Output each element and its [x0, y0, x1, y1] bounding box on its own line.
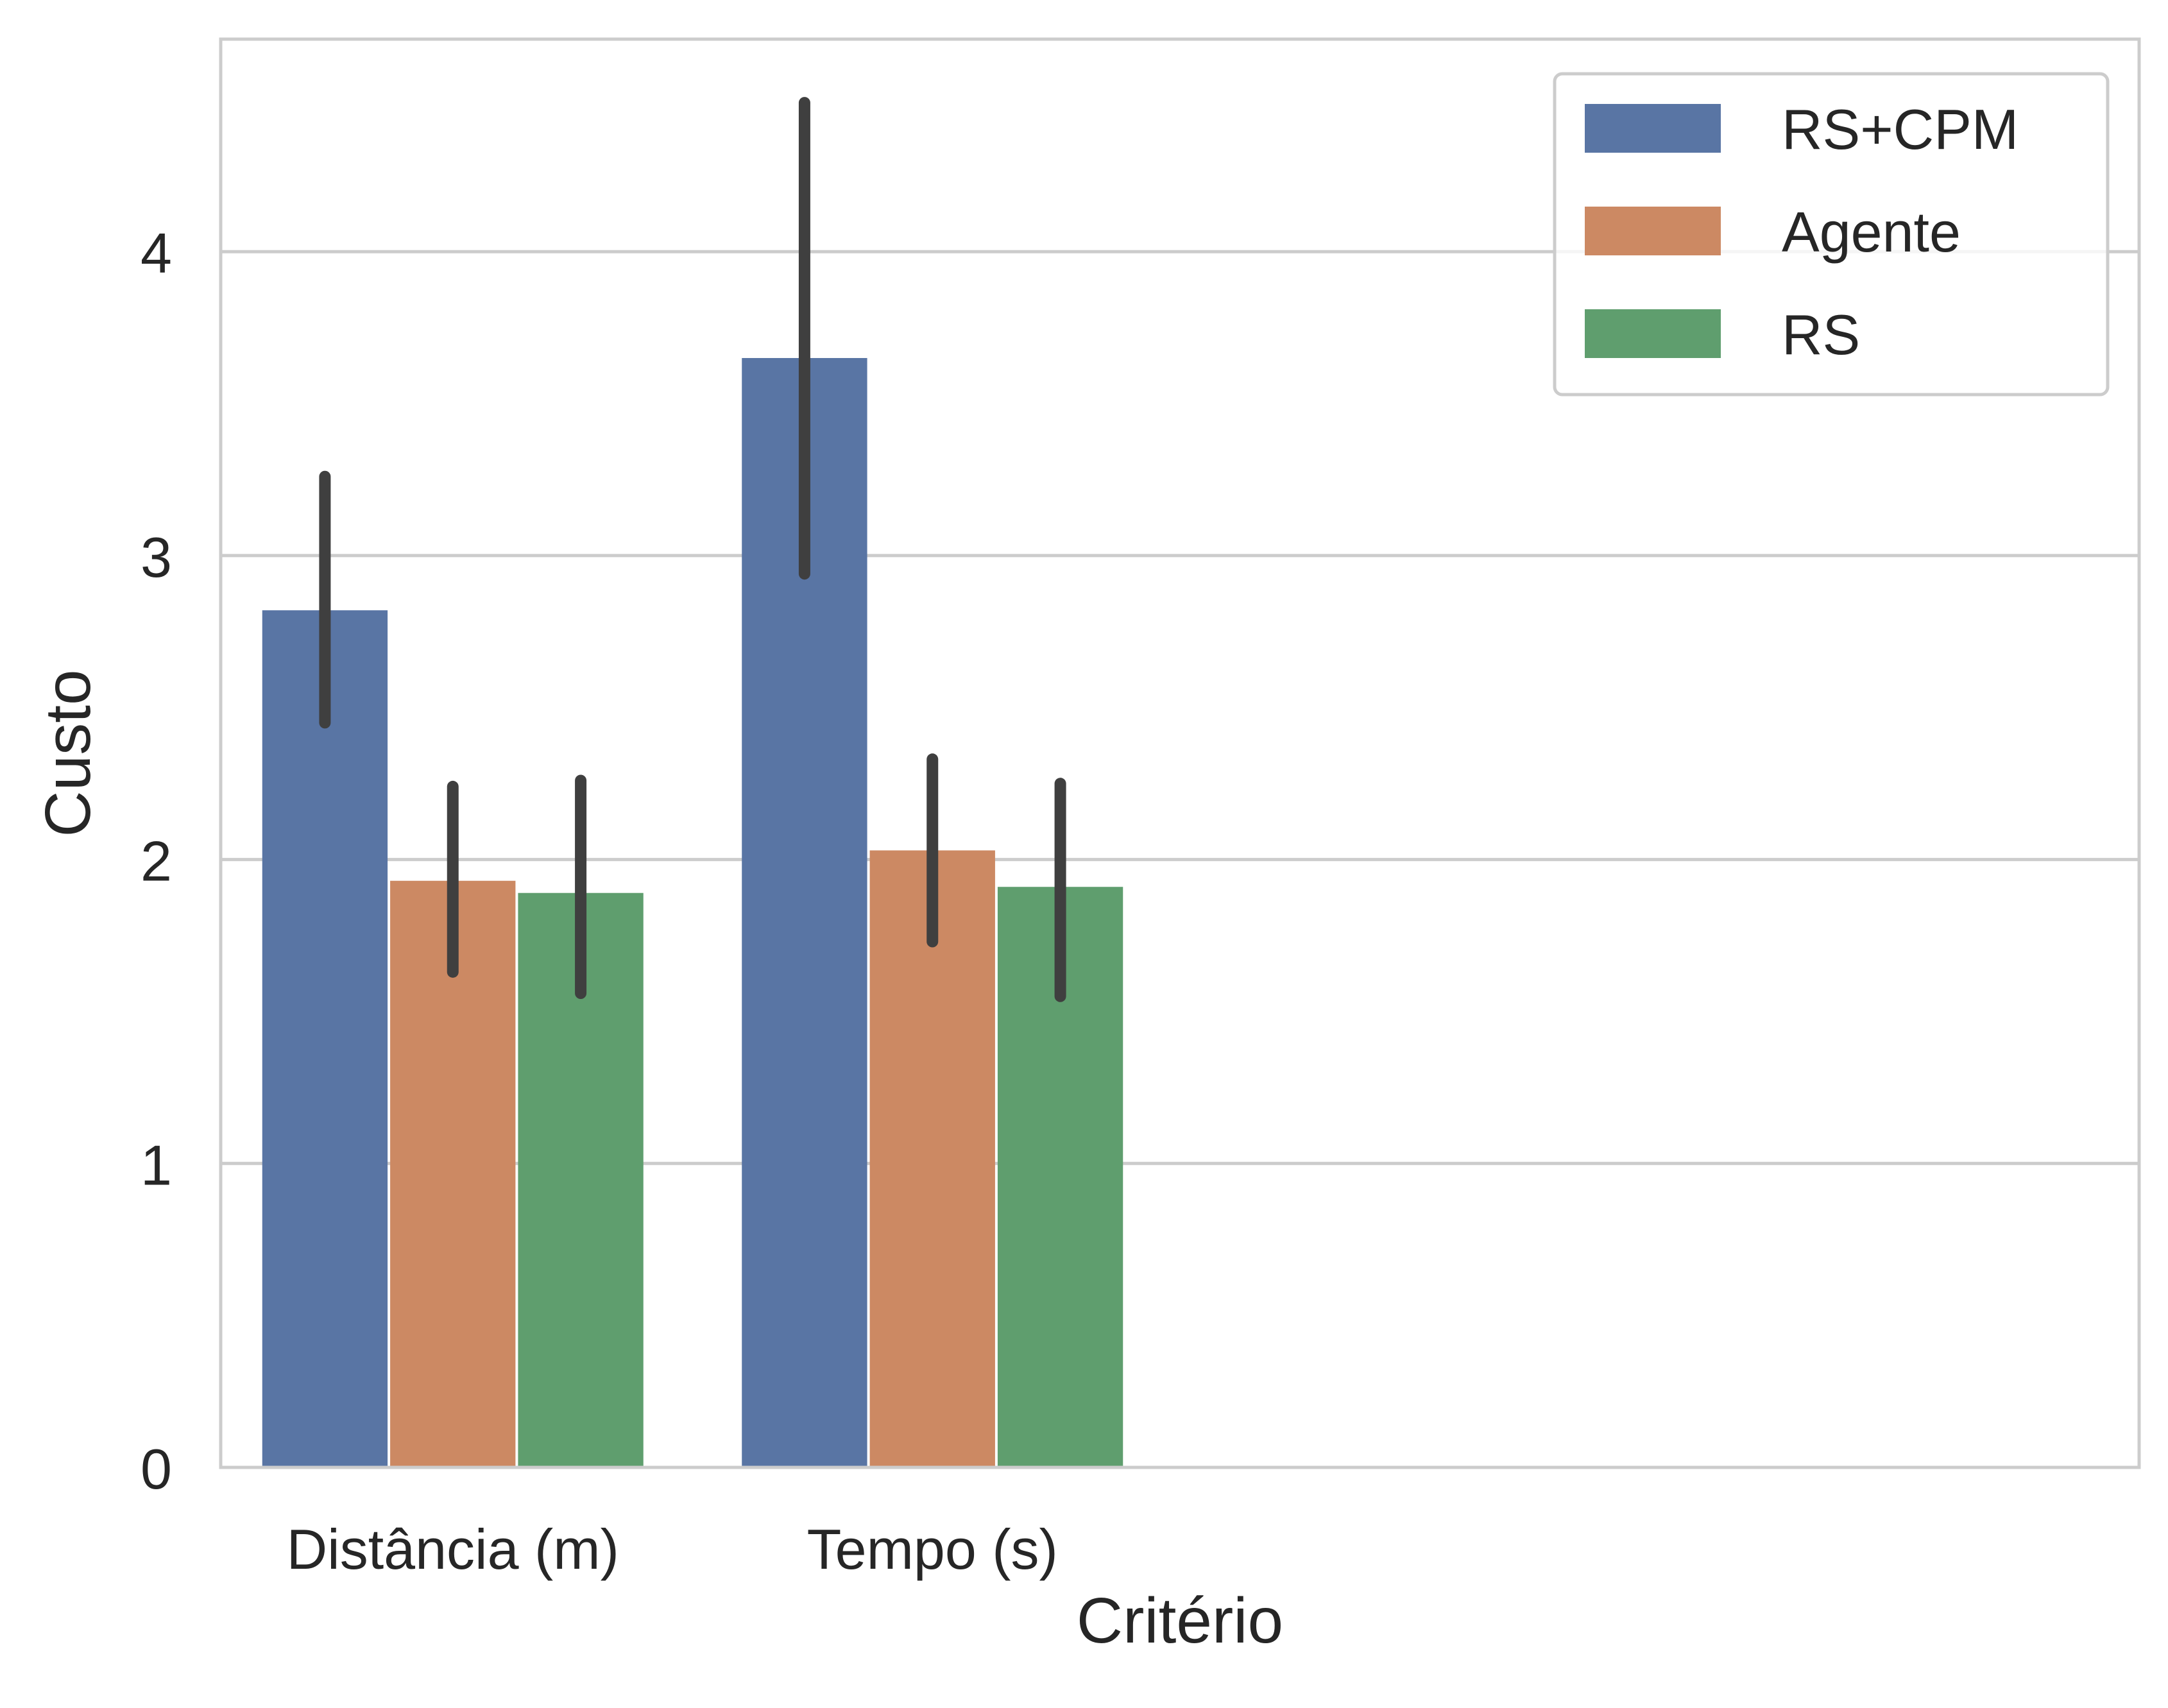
y-tick-label: 1 [141, 1133, 172, 1197]
y-tick-label: 2 [141, 830, 172, 893]
x-tick-labels: Distância (m) Tempo (s) [287, 1517, 1058, 1581]
legend-label: Agente [1782, 200, 1961, 264]
legend-swatch [1585, 104, 1721, 153]
legend-label: RS+CPM [1782, 98, 2019, 161]
x-tick-label: Tempo (s) [807, 1517, 1058, 1581]
x-axis-label: Critério [1077, 1585, 1283, 1657]
bars [262, 357, 1123, 1467]
y-axis-label: Custo [32, 669, 104, 837]
legend: RS+CPM Agente RS [1553, 72, 2110, 397]
bar [262, 610, 388, 1467]
x-tick-label: Distância (m) [287, 1517, 619, 1581]
error-bars [319, 97, 1066, 1002]
legend-label: RS [1782, 303, 1860, 366]
y-tick-labels: 0 1 2 3 4 [141, 221, 172, 1501]
bar [390, 880, 516, 1467]
y-tick-label: 4 [141, 221, 172, 285]
bar [869, 850, 995, 1467]
legend-swatch [1585, 207, 1721, 255]
y-tick-label: 3 [141, 525, 172, 589]
y-tick-label: 0 [141, 1437, 172, 1501]
plot-frame [219, 37, 2141, 1469]
legend-swatch [1585, 309, 1721, 358]
